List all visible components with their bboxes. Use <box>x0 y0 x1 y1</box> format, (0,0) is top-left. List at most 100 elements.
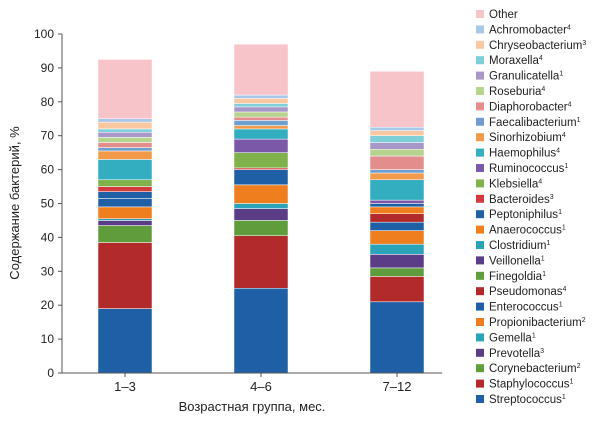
bar-segment-propionibacterium <box>97 206 153 220</box>
bar-segment-diaphorobacter <box>369 155 425 170</box>
legend-swatch-other <box>476 10 484 18</box>
bar-segment-faecalibacterium <box>233 120 289 126</box>
legend-label-granulicatella: Granulicatella1 <box>489 71 563 83</box>
legend-label-clostridium: Clostridium1 <box>489 240 551 252</box>
legend-swatch-diaphorobacter <box>476 102 484 111</box>
x-tick-label: 1–3 <box>114 379 136 394</box>
legend-swatch-finegoldia <box>476 271 484 280</box>
bar-segment-staphylococcus <box>369 276 425 303</box>
legend-label-bacteroides: Bacteroides3 <box>489 194 554 206</box>
bar-segment-achromobacter <box>233 94 289 99</box>
bar-segment-corynebacterium <box>97 225 153 243</box>
legend-label-chryseobacterium: Chryseobacterium3 <box>489 40 586 52</box>
y-tick-label: 50 <box>41 197 55 211</box>
legend-label-propionibacterium: Propionibacterium2 <box>489 317 586 329</box>
bar-segment-faecalibacterium <box>369 169 425 174</box>
bar-segment-granulicatella <box>369 142 425 150</box>
bar-segment-peptoniphilus <box>233 169 289 186</box>
legend-label-finegoldia: Finegoldia1 <box>489 271 546 283</box>
bar-segment-haemophilus <box>97 159 153 181</box>
y-tick-label: 90 <box>41 61 55 75</box>
legend-swatch-ruminococcus <box>476 164 484 172</box>
legend-label-staphylococcus: Staphylococcus1 <box>489 379 574 391</box>
bar-segment-sinorhizobium <box>233 125 289 130</box>
legend-label-pseudomonas: Pseudomonas4 <box>489 286 567 298</box>
legend-label-corynebacterium: Corynebacterium2 <box>489 363 581 375</box>
legend-label-anaerococcus: Anaerococcus1 <box>489 225 566 237</box>
bar-segment-moraxella <box>97 128 153 133</box>
y-tick-label: 100 <box>34 27 54 41</box>
bar-segment-ruminococcus <box>369 199 425 204</box>
legend-swatch-bacteroides <box>476 194 484 203</box>
y-tick-label: 10 <box>41 332 55 346</box>
bar-segment-enterococcus <box>369 221 425 231</box>
bar-segment-peptoniphilus <box>97 191 153 199</box>
bar-segment-roseburia <box>97 137 153 143</box>
legend-swatch-anaerococcus <box>476 225 484 234</box>
legend-label-peptoniphilus: Peptoniphilus1 <box>489 209 562 221</box>
legend-label-ruminococcus: Ruminococcus1 <box>489 163 568 175</box>
bar-segment-streptococcus <box>97 308 153 374</box>
legend-label-sinorhizobium: Sinorhizobium4 <box>489 132 566 144</box>
legend-swatch-gemella <box>476 333 484 342</box>
bar-segment-gemella <box>97 218 153 221</box>
bar-segment-peptoniphilus <box>369 203 425 208</box>
bar-segment-sinorhizobium <box>97 150 153 160</box>
legend-swatch-pseudomonas <box>476 287 484 296</box>
bar-segment-sinorhizobium <box>369 172 425 181</box>
legend-swatch-veillonella <box>476 256 484 265</box>
legend-swatch-chryseobacterium <box>476 40 484 49</box>
legend-swatch-peptoniphilus <box>476 210 484 219</box>
bar-segment-other <box>369 71 425 128</box>
bar-segment-moraxella <box>369 135 425 143</box>
legend-swatch-moraxella <box>476 56 484 65</box>
bar-segment-klebsiella <box>233 152 289 169</box>
bar-segment-other <box>97 59 153 119</box>
legend-label-diaphorobacter: Diaphorobacter4 <box>489 101 572 113</box>
y-tick-label: 70 <box>41 129 55 143</box>
bar-segment-staphylococcus <box>233 235 289 289</box>
bar-segment-chryseobacterium <box>369 130 425 136</box>
bar-segment-roseburia <box>233 111 289 118</box>
bar-segment-diaphorobacter <box>97 142 153 148</box>
bar-segment-gemella <box>369 243 425 255</box>
bar-segment-roseburia <box>369 149 425 157</box>
bar-segment-haemophilus <box>369 179 425 201</box>
bars-layer <box>97 43 425 374</box>
y-axis-label: Содержание бактерий, % <box>7 126 22 280</box>
y-tick-label: 40 <box>41 230 55 244</box>
legend-label-gemella: Gemella1 <box>489 332 536 344</box>
y-tick-label: 80 <box>41 95 55 109</box>
legend-swatch-sinorhizobium <box>476 133 484 142</box>
bar-segment-prevotella <box>369 254 425 269</box>
legend-swatch-corynebacterium <box>476 364 484 373</box>
bar-segment-achromobacter <box>97 118 153 123</box>
legend-swatch-faecalibacterium <box>476 117 484 126</box>
bar-segment-anaerococcus <box>233 184 289 204</box>
bar-segment-diaphorobacter <box>233 116 289 121</box>
x-axis-label: Возрастная группа, мес. <box>179 399 326 414</box>
legend-label-moraxella: Moraxella4 <box>489 55 543 67</box>
bar-segment-veillonella <box>233 208 289 221</box>
bar-segment-prevotella <box>97 220 153 226</box>
bar-segment-granulicatella <box>233 106 289 113</box>
x-ticks: 1–3 4–6 7–12 <box>114 373 411 394</box>
bar-segment-achromobacter <box>369 126 425 131</box>
legend-swatch-granulicatella <box>476 71 484 80</box>
legend-swatch-klebsiella <box>476 179 484 188</box>
bar-segment-klebsiella <box>97 179 153 187</box>
legend-label-achromobacter: Achromobacter4 <box>489 24 571 36</box>
y-ticks: 0 10 20 30 40 50 60 70 80 90 100 <box>34 27 62 380</box>
legend-label-other: Other <box>489 9 518 21</box>
legend-swatch-staphylococcus <box>476 379 484 388</box>
legend-label-klebsiella: Klebsiella4 <box>489 178 542 190</box>
legend: Other Achromobacter4 Chryseobacterium3 Mora… <box>476 9 586 406</box>
legend-swatch-clostridium <box>476 241 484 249</box>
bar-segment-chryseobacterium <box>97 121 153 130</box>
bar-segment-corynebacterium <box>369 267 425 277</box>
bar-segment-faecalibacterium <box>97 147 153 152</box>
legend-label-haemophilus: Haemophilus4 <box>489 148 560 160</box>
bar-segment-streptococcus <box>369 301 425 374</box>
